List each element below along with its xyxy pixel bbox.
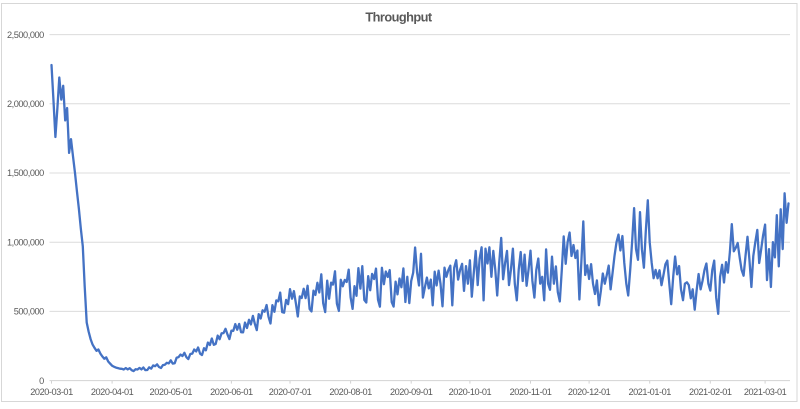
svg-text:1,000,000: 1,000,000 <box>7 237 44 247</box>
svg-text:500,000: 500,000 <box>14 307 44 317</box>
svg-text:2020-03-01: 2020-03-01 <box>30 387 73 397</box>
svg-text:2020-06-01: 2020-06-01 <box>210 387 253 397</box>
svg-text:2,500,000: 2,500,000 <box>7 30 44 40</box>
svg-text:2020-10-01: 2020-10-01 <box>449 387 492 397</box>
svg-text:2020-07-01: 2020-07-01 <box>269 387 312 397</box>
svg-text:2020-12-01: 2020-12-01 <box>568 387 611 397</box>
svg-text:2021-01-01: 2021-01-01 <box>628 387 671 397</box>
svg-text:2020-04-01: 2020-04-01 <box>91 387 134 397</box>
svg-text:0: 0 <box>39 376 44 386</box>
svg-text:2020-05-01: 2020-05-01 <box>150 387 193 397</box>
svg-text:2,000,000: 2,000,000 <box>7 99 44 109</box>
svg-text:2021-02-01: 2021-02-01 <box>689 387 732 397</box>
svg-text:2020-08-01: 2020-08-01 <box>329 387 372 397</box>
svg-text:1,500,000: 1,500,000 <box>7 168 44 178</box>
svg-text:2021-03-01: 2021-03-01 <box>744 387 787 397</box>
svg-text:2020-09-01: 2020-09-01 <box>390 387 433 397</box>
svg-text:2020-11-01: 2020-11-01 <box>510 387 552 397</box>
svg-text:Throughput: Throughput <box>365 9 433 24</box>
